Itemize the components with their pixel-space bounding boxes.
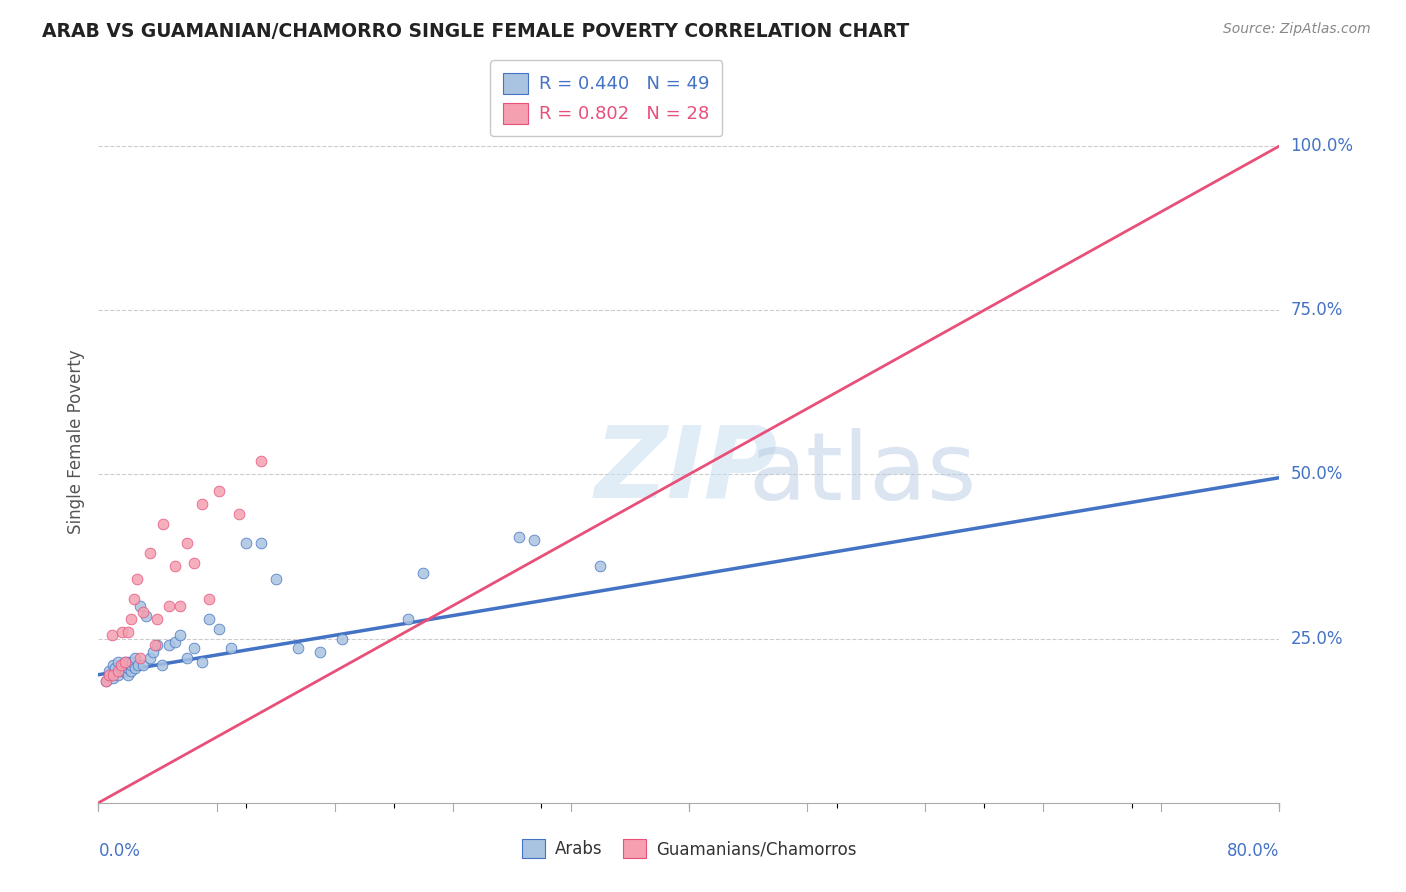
- Point: [135, 608, 157, 623]
- Point: [117, 667, 139, 681]
- Point: [127, 657, 149, 672]
- Point: [128, 651, 150, 665]
- Point: [103, 671, 125, 685]
- Point: [124, 651, 146, 665]
- Point: [110, 657, 132, 672]
- Point: [287, 641, 309, 656]
- Point: [330, 632, 353, 646]
- Point: [398, 612, 420, 626]
- Point: [94, 674, 117, 689]
- Point: [103, 667, 125, 681]
- Point: [125, 573, 148, 587]
- Point: [98, 667, 121, 681]
- Text: Source: ZipAtlas.com: Source: ZipAtlas.com: [1223, 22, 1371, 37]
- Point: [124, 661, 146, 675]
- Point: [132, 657, 155, 672]
- Point: [114, 655, 136, 669]
- Text: 25.0%: 25.0%: [1291, 630, 1343, 648]
- Point: [150, 657, 173, 672]
- Point: [110, 665, 132, 679]
- Point: [111, 657, 134, 672]
- Point: [589, 559, 612, 574]
- Text: 80.0%: 80.0%: [1227, 842, 1279, 860]
- Point: [523, 533, 546, 547]
- Text: 50.0%: 50.0%: [1291, 466, 1343, 483]
- Point: [309, 645, 332, 659]
- Point: [176, 651, 198, 665]
- Point: [183, 641, 205, 656]
- Point: [198, 612, 221, 626]
- Point: [176, 536, 198, 550]
- Point: [120, 665, 142, 679]
- Point: [152, 516, 174, 531]
- Text: 0.0%: 0.0%: [98, 842, 141, 860]
- Point: [183, 556, 205, 570]
- Text: atlas: atlas: [748, 428, 976, 520]
- Text: 100.0%: 100.0%: [1291, 137, 1354, 155]
- Point: [208, 622, 231, 636]
- Point: [146, 612, 169, 626]
- Point: [97, 667, 120, 681]
- Point: [107, 667, 129, 681]
- Point: [110, 661, 132, 675]
- Point: [122, 592, 145, 607]
- Point: [132, 605, 155, 619]
- Point: [139, 651, 162, 665]
- Point: [139, 546, 162, 560]
- Point: [143, 638, 166, 652]
- Point: [142, 645, 165, 659]
- Point: [121, 655, 143, 669]
- Point: [250, 536, 273, 550]
- Point: [169, 628, 191, 642]
- Point: [117, 661, 139, 675]
- Point: [221, 641, 243, 656]
- Point: [508, 530, 530, 544]
- Point: [264, 573, 287, 587]
- Point: [228, 507, 250, 521]
- Point: [117, 655, 139, 669]
- Point: [104, 661, 127, 675]
- Point: [117, 625, 139, 640]
- Point: [114, 665, 136, 679]
- Point: [100, 628, 122, 642]
- Legend: Arabs, Guamanians/Chamorros: Arabs, Guamanians/Chamorros: [513, 830, 865, 867]
- Point: [157, 638, 180, 652]
- Point: [146, 638, 169, 652]
- Point: [191, 497, 214, 511]
- Text: ARAB VS GUAMANIAN/CHAMORRO SINGLE FEMALE POVERTY CORRELATION CHART: ARAB VS GUAMANIAN/CHAMORRO SINGLE FEMALE…: [42, 22, 910, 41]
- Point: [208, 483, 231, 498]
- Point: [120, 657, 142, 672]
- Point: [235, 536, 257, 550]
- Point: [97, 665, 120, 679]
- Point: [191, 655, 214, 669]
- Point: [250, 454, 273, 468]
- Point: [157, 599, 180, 613]
- Y-axis label: Single Female Poverty: Single Female Poverty: [66, 350, 84, 533]
- Text: 75.0%: 75.0%: [1291, 301, 1343, 319]
- Point: [103, 657, 125, 672]
- Point: [128, 599, 150, 613]
- Point: [198, 592, 221, 607]
- Point: [165, 559, 187, 574]
- Point: [120, 612, 142, 626]
- Point: [165, 635, 187, 649]
- Point: [107, 665, 129, 679]
- Point: [107, 655, 129, 669]
- Point: [114, 655, 136, 669]
- Point: [111, 625, 134, 640]
- Text: ZIP: ZIP: [595, 422, 778, 519]
- Point: [94, 674, 117, 689]
- Point: [169, 599, 191, 613]
- Point: [412, 566, 434, 580]
